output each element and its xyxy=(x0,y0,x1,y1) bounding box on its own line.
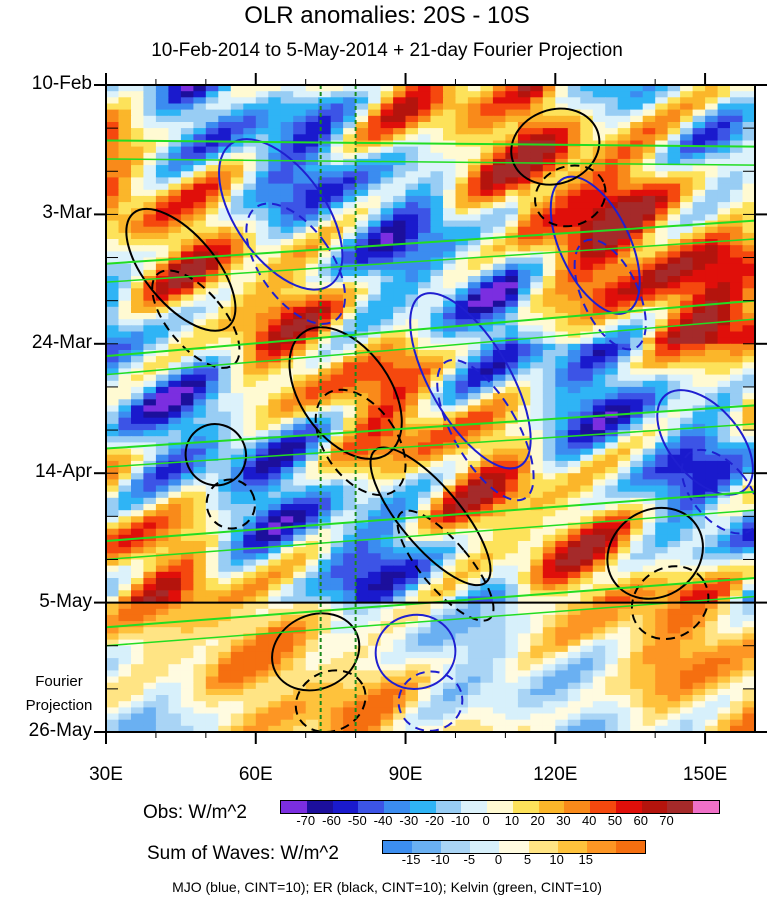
colorbar-swatch xyxy=(412,841,442,853)
contour-legend-footnote: MJO (blue, CINT=10); ER (black, CINT=10)… xyxy=(172,879,602,895)
y-tick-label: 10-Feb xyxy=(31,73,92,94)
colorbar-swatch xyxy=(667,801,693,813)
colorbar-tick-label: 50 xyxy=(607,813,623,828)
colorbar-swatch xyxy=(281,801,307,813)
colorbar-tick-label: 10 xyxy=(504,813,520,828)
x-tick-label: 150E xyxy=(682,764,728,785)
colorbar-swatch xyxy=(409,801,436,813)
colorbar-swatch xyxy=(564,801,590,813)
colorbar-tick-label: -30 xyxy=(399,813,419,828)
colorbar-swatch xyxy=(615,801,642,813)
colorbar-swatch xyxy=(383,841,413,853)
y-tick-label: 5-May xyxy=(39,590,92,612)
obs-colorbar xyxy=(280,800,720,814)
colorbar-tick-label: 10 xyxy=(549,852,564,867)
colorbar-tick-label: 0 xyxy=(494,852,503,867)
obs-colorbar-title: Obs: W/m^2 xyxy=(143,802,247,823)
colorbar-swatch xyxy=(461,801,487,813)
colorbar-tick-label: 0 xyxy=(482,813,490,828)
colorbar-swatch xyxy=(435,801,462,813)
colorbar-swatch xyxy=(615,841,645,853)
colorbar-swatch xyxy=(470,841,500,853)
x-tick-label: 60E xyxy=(238,764,273,785)
colorbar-tick-label: 30 xyxy=(556,813,571,828)
colorbar-tick-label: -20 xyxy=(425,813,444,828)
y-tick-label: 26-May xyxy=(28,720,92,741)
colorbar-swatch xyxy=(557,841,587,853)
colorbar-tick-label: -50 xyxy=(347,813,367,828)
colorbar-tick-label: -60 xyxy=(322,813,341,828)
colorbar-swatch xyxy=(384,801,410,813)
x-tick-label: 90E xyxy=(388,764,423,785)
colorbar-tick-label: 20 xyxy=(530,813,545,828)
colorbar-swatch xyxy=(332,801,359,813)
colorbar-swatch xyxy=(693,801,719,813)
colorbar-tick-label: 70 xyxy=(659,813,674,828)
hovmoller-heatmap xyxy=(106,85,755,732)
y-tick-label: 3-Mar xyxy=(42,202,92,224)
colorbar-tick-label: -10 xyxy=(450,813,470,828)
colorbar-swatch xyxy=(512,801,539,813)
chart-subtitle: 10-Feb-2014 to 5-May-2014 + 21-day Fouri… xyxy=(151,40,623,61)
colorbar-tick-label: -15 xyxy=(401,852,421,867)
y-tick-label: 14-Apr xyxy=(34,461,92,483)
colorbar-swatch xyxy=(590,801,616,813)
colorbar-swatch xyxy=(586,841,616,853)
waves-colorbar xyxy=(382,840,646,854)
waves-colorbar-title: Sum of Waves: W/m^2 xyxy=(147,843,339,864)
colorbar-tick-label: 15 xyxy=(578,852,593,867)
x-tick-label: 30E xyxy=(89,764,123,785)
y-tick-label: 24-Mar xyxy=(31,331,92,353)
colorbar-swatch xyxy=(487,801,513,813)
colorbar-tick-label: -10 xyxy=(430,852,450,867)
x-tick-label: 120E xyxy=(533,764,578,785)
colorbar-swatch xyxy=(358,801,384,813)
colorbar-swatch xyxy=(499,841,529,853)
fourier-projection-label: Fourier Projection xyxy=(25,673,93,714)
chart-title: OLR anomalies: 20S - 10S xyxy=(244,2,530,29)
colorbar-tick-label: -70 xyxy=(296,813,316,828)
colorbar-tick-label: -5 xyxy=(463,852,476,867)
colorbar-tick-label: 5 xyxy=(523,852,532,867)
colorbar-swatch xyxy=(641,801,668,813)
colorbar-swatch xyxy=(538,801,565,813)
colorbar-swatch xyxy=(306,801,333,813)
colorbar-tick-label: 40 xyxy=(581,813,597,828)
colorbar-swatch xyxy=(528,841,558,853)
colorbar-tick-label: 60 xyxy=(633,813,648,828)
colorbar-tick-label: -40 xyxy=(373,813,393,828)
hovmoller-plot xyxy=(106,85,755,732)
colorbar-swatch xyxy=(441,841,471,853)
